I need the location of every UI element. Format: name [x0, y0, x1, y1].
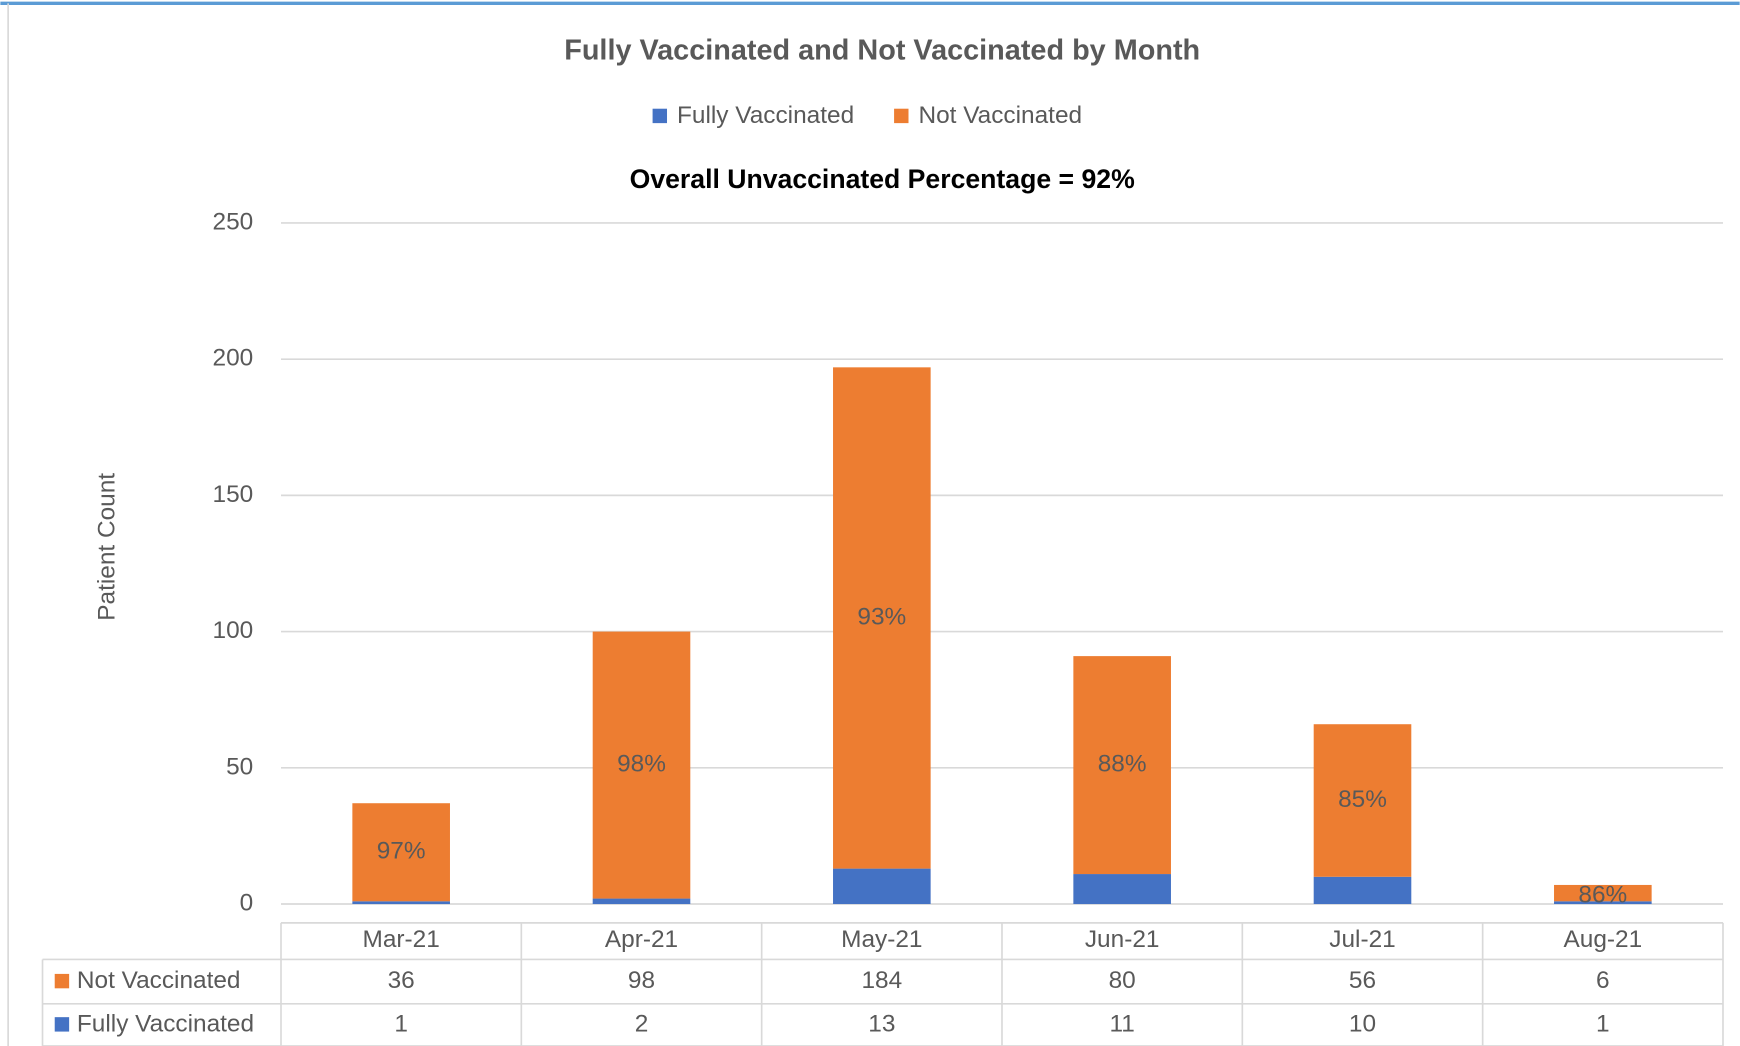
bar-segment — [1073, 656, 1171, 875]
table-row-label: Not Vaccinated — [77, 967, 241, 994]
x-tick-label: Mar-21 — [363, 926, 440, 953]
y-tick-label: 200 — [213, 345, 254, 372]
y-tick-label: 50 — [226, 753, 253, 780]
data-label: 86% — [1578, 881, 1627, 908]
table-value: 10 — [1349, 1010, 1376, 1037]
bar-segment — [1313, 876, 1412, 905]
x-tick-label: May-21 — [841, 926, 922, 953]
data-label: 88% — [1098, 751, 1147, 778]
y-tick-label: 150 — [213, 481, 254, 508]
bar-segment — [833, 868, 931, 905]
bar-segment — [592, 631, 691, 899]
table-value: 11 — [1110, 1010, 1135, 1037]
bar-segment — [833, 367, 931, 869]
x-tick-label: Aug-21 — [1564, 926, 1643, 953]
bar-segment — [592, 898, 691, 905]
x-tick-label: Apr-21 — [605, 926, 678, 953]
chart-subtitle: Overall Unvaccinated Percentage = 92% — [630, 164, 1135, 194]
chart-title: Fully Vaccinated and Not Vaccinated by M… — [564, 35, 1200, 67]
data-label: 97% — [377, 838, 426, 865]
x-tick-label: Jun-21 — [1085, 926, 1160, 953]
y-axis-label: Patient Count — [93, 473, 120, 621]
table-value: 98 — [628, 967, 655, 994]
legend-label: Not Vaccinated — [918, 102, 1082, 129]
data-label: 93% — [857, 603, 906, 630]
y-tick-label: 0 — [240, 889, 254, 916]
bar-segment — [1554, 884, 1652, 902]
data-label: 98% — [617, 751, 666, 778]
table-value: 36 — [388, 967, 415, 994]
table-value: 13 — [868, 1010, 895, 1037]
y-tick-label: 250 — [213, 208, 254, 235]
bar-segment — [1313, 724, 1412, 877]
legend-label: Fully Vaccinated — [677, 102, 854, 129]
bar-segment — [1073, 874, 1171, 905]
table-row-label: Fully Vaccinated — [77, 1010, 254, 1037]
table-value: 184 — [861, 967, 902, 994]
y-tick-label: 100 — [213, 617, 254, 644]
bar-segment — [352, 901, 450, 905]
table-value: 1 — [394, 1010, 408, 1037]
bar-segment — [352, 803, 450, 902]
legend-swatch — [54, 1017, 70, 1032]
legend-swatch — [54, 973, 70, 989]
table-value: 2 — [635, 1010, 649, 1037]
data-label: 85% — [1338, 786, 1387, 813]
table-value: 1 — [1596, 1010, 1610, 1037]
table-value: 6 — [1596, 967, 1610, 994]
table-value: 80 — [1109, 967, 1136, 994]
legend-swatch — [652, 108, 668, 124]
bar-segment — [1554, 901, 1652, 905]
x-tick-label: Jul-21 — [1329, 926, 1395, 953]
legend-swatch — [894, 108, 909, 124]
table-value: 56 — [1349, 967, 1376, 994]
